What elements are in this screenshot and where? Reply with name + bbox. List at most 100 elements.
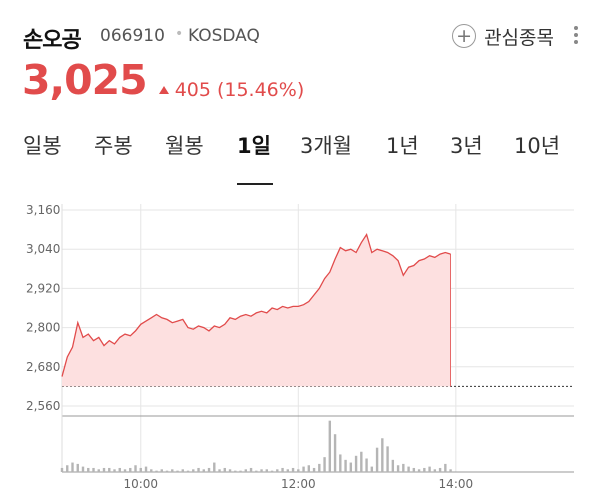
tab-1year[interactable]: 1년 — [386, 134, 419, 158]
tab-1day[interactable]: 1일 — [237, 134, 271, 158]
volume-bar — [144, 466, 148, 472]
volume-bar — [407, 466, 410, 472]
volume-bar — [312, 467, 316, 472]
volume-bar — [428, 466, 431, 472]
volume-bar — [333, 434, 337, 472]
volume-bar — [228, 469, 232, 472]
price-area-fill — [62, 234, 451, 387]
volume-bar — [339, 454, 342, 472]
volume-bar — [102, 467, 106, 472]
volume-bar — [260, 469, 263, 472]
volume-bar — [318, 463, 321, 472]
separator-dot: • — [175, 26, 184, 42]
volume-bar — [270, 470, 274, 472]
plus-circle-icon: + — [452, 24, 477, 48]
volume-bar — [234, 470, 237, 472]
volume-bar — [444, 463, 447, 472]
volume-bar — [297, 469, 300, 472]
more-vertical-icon[interactable] — [572, 24, 580, 46]
volume-bar — [286, 469, 290, 472]
y-tick-label: 2,800 — [26, 321, 60, 335]
volume-bar — [87, 467, 90, 472]
volume-bar — [344, 459, 347, 472]
volume-bar — [92, 467, 95, 472]
volume-bar — [134, 465, 137, 472]
change-amount: 405 — [174, 79, 211, 101]
volume-bar — [417, 469, 421, 472]
volume-bar — [365, 458, 368, 472]
volume-bar — [323, 457, 326, 472]
volume-bar — [302, 466, 305, 472]
volume-bar — [239, 470, 242, 472]
volume-bar — [328, 420, 332, 472]
volume-bar — [155, 470, 158, 472]
x-tick-label: 12:00 — [281, 477, 316, 491]
volume-bar — [123, 469, 127, 472]
active-tab-indicator — [237, 183, 273, 185]
volume-bar — [307, 465, 311, 472]
volume-bar — [60, 467, 64, 472]
y-tick-label: 3,040 — [26, 242, 60, 256]
stock-code: 066910 — [100, 26, 165, 46]
volume-bar — [370, 466, 374, 472]
volume-bar — [186, 470, 190, 472]
y-tick-label: 2,680 — [26, 360, 60, 374]
current-price: 3,025 — [22, 56, 148, 104]
volume-bar — [360, 451, 363, 472]
stock-name: 손오공 — [23, 28, 82, 53]
tab-weekly[interactable]: 주봉 — [94, 134, 133, 158]
volume-bar — [66, 465, 69, 472]
volume-bar — [176, 470, 179, 472]
change-percent: (15.46%) — [216, 79, 305, 101]
volume-bar — [423, 467, 426, 472]
volume-bar — [192, 469, 195, 472]
volume-bar — [349, 462, 353, 472]
watchlist-label: 관심종목 — [484, 26, 554, 49]
tab-daily[interactable]: 일봉 — [23, 134, 62, 158]
price-row: 3,025 405 (15.46%) — [22, 56, 304, 106]
volume-bar — [129, 467, 132, 472]
volume-bar — [396, 465, 400, 472]
price-change: 405 (15.46%) — [158, 79, 305, 101]
tab-3month[interactable]: 3개월 — [300, 134, 353, 158]
volume-bar — [207, 467, 211, 472]
price-line — [61, 232, 451, 377]
volume-bar — [375, 447, 379, 472]
volume-bar — [255, 470, 258, 472]
volume-bar — [108, 467, 111, 472]
volume-bar — [71, 462, 74, 472]
volume-bar — [281, 467, 284, 472]
volume-bar — [291, 467, 295, 472]
volume-bar — [433, 469, 437, 472]
tab-10year[interactable]: 10년 — [514, 134, 561, 158]
volume-bar — [449, 469, 452, 472]
volume-bar — [160, 469, 163, 472]
volume-bar — [402, 463, 405, 472]
volume-bar — [412, 467, 416, 472]
tab-monthly[interactable]: 월봉 — [165, 134, 204, 158]
volume-bar — [76, 463, 79, 472]
volume-bar — [118, 467, 121, 472]
volume-bar — [197, 467, 200, 472]
y-tick-label: 3,160 — [26, 203, 60, 217]
volume-bar — [97, 469, 100, 472]
intraday-price-chart[interactable]: 3,160 3,040 2,920 2,800 2,680 2,560 10:00 12:00… — [0, 196, 600, 493]
volume-bar — [113, 469, 116, 472]
volume-bar — [265, 469, 268, 472]
volume-bar — [218, 469, 221, 472]
add-watchlist-button[interactable]: + 관심종목 — [452, 20, 554, 52]
volume-bar — [81, 466, 85, 472]
volume-bar — [438, 467, 442, 472]
volume-bar — [223, 467, 226, 472]
y-tick-label: 2,560 — [26, 399, 60, 413]
tab-3year[interactable]: 3년 — [450, 134, 483, 158]
x-tick-label: 10:00 — [123, 477, 158, 491]
volume-bar — [165, 470, 169, 472]
volume-bar — [181, 469, 184, 472]
volume-bar — [213, 462, 216, 472]
up-arrow-icon — [158, 86, 169, 94]
x-tick-label: 14:00 — [439, 477, 474, 491]
volume-bar — [276, 469, 279, 472]
y-tick-label: 2,920 — [26, 281, 60, 295]
volume-bar — [391, 459, 395, 472]
